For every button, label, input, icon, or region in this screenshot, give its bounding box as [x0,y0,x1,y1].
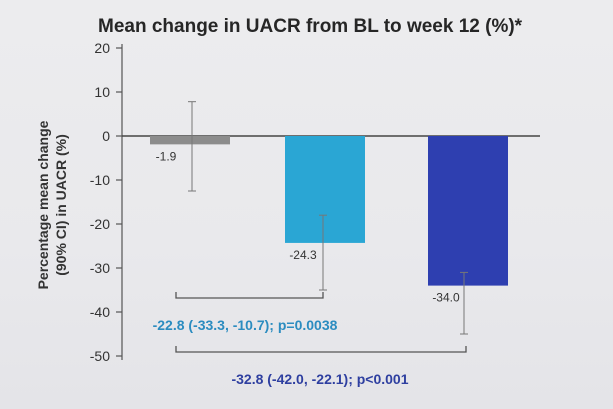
y-axis-title: Percentage mean change (90% CI) in UACR … [35,120,69,289]
comparison-brackets: -22.8 (-33.3, -10.7); p=0.0038 -32.8 (-42… [153,292,467,387]
y-tick-label: -10 [90,172,110,188]
y-axis-ticks: 20 10 0 -10 -20 -30 -40 -50 [90,40,122,364]
bar-2 [285,136,365,243]
bars-layer: -1.9 -24.3 -34.0 [150,101,508,335]
y-tick-label: -30 [90,260,110,276]
y-tick-label: 20 [94,40,110,56]
y-tick-label: -40 [90,304,110,320]
chart-title: Mean change in UACR from BL to week 12 (… [98,16,523,37]
comparison-bracket-2 [175,346,467,353]
y-tick-label: -20 [90,216,110,232]
comparison-label-1: -22.8 (-33.3, -10.7); p=0.0038 [153,317,338,333]
data-label-3: -34.0 [432,291,460,305]
y-tick-label: 10 [94,84,110,100]
comparison-label-2: -32.8 (-42.0, -22.1); p<0.001 [231,371,408,387]
bar-3 [428,136,508,286]
y-tick-label: -50 [90,348,110,364]
comparison-bracket-1 [175,292,324,299]
y-tick-label: 0 [102,128,110,144]
data-label-2: -24.3 [289,248,317,262]
bar-1 [150,136,230,145]
y-axis-title-line2: (90% CI) in UACR (%) [53,134,69,276]
y-axis-title-line1: Percentage mean change [35,120,51,289]
data-label-1: -1.9 [156,149,177,163]
